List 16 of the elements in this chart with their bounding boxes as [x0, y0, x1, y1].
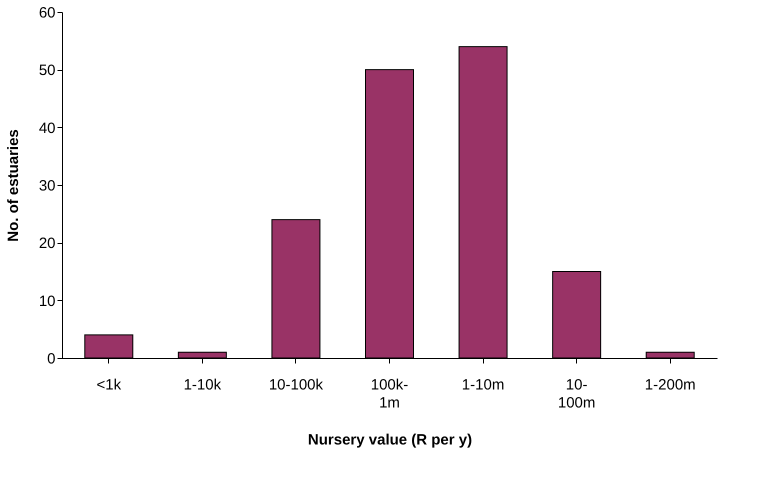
y-tick-label: 50 [38, 62, 56, 80]
y-tick-label: 30 [38, 178, 56, 194]
y-tick-label: 20 [38, 235, 56, 252]
y-axis-title: No. of estuaries [4, 129, 22, 242]
y-tick-label: 0 [47, 350, 56, 368]
x-tick-label: 1-10k [184, 376, 222, 394]
x-tick-label: 10- 100m [558, 376, 596, 412]
x-axis-title: Nursery value (R per y) [308, 432, 472, 448]
x-tick-label: 100k- 1m [370, 376, 408, 412]
y-tick-label: 40 [38, 120, 56, 137]
y-tick-label: 10 [38, 292, 56, 310]
x-tick-label: 1-10m [462, 376, 504, 394]
y-tick-label: 60 [38, 4, 56, 22]
x-tick-label: 10-100k [268, 376, 324, 394]
x-tick-label: 1-200m [644, 376, 696, 394]
x-tick-label: <1k [96, 376, 122, 394]
